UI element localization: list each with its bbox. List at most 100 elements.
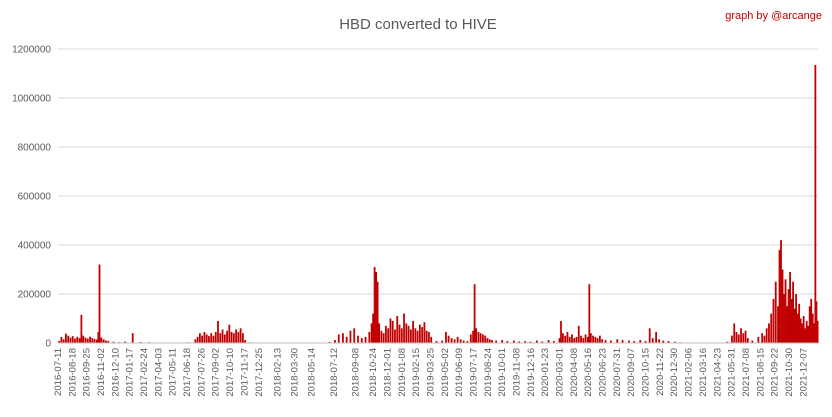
x-tick-label: 2020-12-30: [669, 348, 680, 397]
bar: [459, 339, 462, 343]
bar: [804, 328, 807, 343]
x-tick-label: 2018-02-13: [273, 348, 284, 397]
y-tick-label: 1200000: [12, 45, 51, 56]
bar: [562, 333, 564, 343]
x-tick-label: 2017-07-26: [196, 348, 207, 397]
bar: [512, 340, 515, 343]
bar: [221, 329, 224, 343]
bar: [214, 331, 217, 343]
bar: [577, 325, 580, 343]
bar: [69, 337, 72, 343]
bar: [210, 333, 213, 343]
bar: [391, 320, 394, 343]
bar: [112, 341, 115, 343]
bar: [482, 334, 484, 343]
x-tick-label: 2020-10-15: [641, 348, 652, 397]
bar: [387, 328, 390, 343]
bar: [524, 341, 527, 343]
bar: [784, 279, 787, 343]
bar: [780, 240, 782, 343]
x-tick-label: 2019-02-15: [411, 348, 422, 397]
bar: [242, 333, 244, 343]
bar: [230, 331, 233, 343]
bar: [349, 330, 352, 343]
x-tick-label: 2019-05-02: [440, 348, 451, 397]
bar: [815, 301, 818, 343]
bar: [416, 330, 419, 343]
bar: [223, 334, 226, 343]
bar: [337, 334, 340, 343]
chart-credit: graph by @arcange: [725, 10, 822, 22]
x-tick-label: 2019-08-24: [483, 348, 494, 397]
bar: [86, 338, 89, 343]
bar: [244, 340, 247, 343]
bar: [239, 328, 242, 343]
bar: [814, 64, 817, 344]
bar: [124, 341, 127, 343]
bar: [107, 341, 110, 343]
bar: [584, 334, 587, 343]
x-tick-label: 2016-12-10: [110, 348, 121, 397]
x-tick-label: 2019-06-09: [454, 348, 465, 397]
bar: [491, 340, 493, 343]
bar: [414, 328, 417, 343]
bar: [667, 341, 670, 343]
bar: [566, 331, 569, 343]
bar: [644, 341, 647, 343]
bar: [237, 331, 240, 343]
x-tick-label: 2017-01-17: [125, 348, 136, 397]
bar: [598, 335, 601, 343]
bar: [380, 330, 383, 343]
bar: [342, 333, 344, 343]
bar: [568, 336, 571, 344]
bar: [360, 338, 363, 343]
bar: [774, 281, 777, 343]
bar: [529, 341, 532, 343]
x-tick-labels: 2016-07-11 2016-08-18 2016-09-25 2016-11-02…: [53, 348, 809, 397]
bar: [582, 338, 585, 343]
x-tick-label: 2017-09-02: [211, 348, 222, 397]
y-tick-label: 1000000: [12, 94, 51, 105]
bar: [95, 339, 98, 343]
y-tick-label: 200000: [18, 290, 52, 301]
bar: [547, 340, 550, 343]
gridlines: [58, 48, 818, 295]
bar: [364, 336, 367, 344]
bar: [373, 267, 376, 343]
bar: [385, 325, 387, 343]
bar: [737, 334, 740, 343]
bar: [372, 313, 374, 343]
bar: [770, 313, 773, 343]
bar: [71, 336, 74, 343]
bar: [67, 335, 70, 343]
bar: [772, 298, 775, 343]
bar: [389, 318, 392, 343]
x-tick-label: 2021-09-22: [770, 348, 781, 397]
x-tick-label: 2020-09-07: [626, 348, 637, 397]
bar: [778, 249, 781, 343]
bar: [477, 331, 480, 343]
bar: [757, 336, 760, 344]
bar: [812, 323, 815, 343]
bar: [763, 335, 766, 343]
bar: [394, 329, 396, 343]
bar: [232, 333, 235, 343]
bar: [786, 306, 788, 343]
bar: [196, 336, 199, 344]
bar: [589, 333, 592, 343]
x-tick-label: 2016-11-02: [96, 348, 107, 396]
bar: [62, 339, 65, 343]
x-tick-label: 2020-11-22: [655, 348, 666, 396]
bar: [450, 338, 453, 343]
bar: [93, 339, 96, 343]
x-tick-label: 2020-06-23: [598, 348, 609, 397]
bar: [805, 320, 808, 343]
bar: [396, 316, 399, 343]
y-tick-label: 0: [45, 339, 51, 350]
bar: [65, 333, 67, 343]
bar: [418, 324, 421, 344]
bar: [102, 339, 105, 343]
bar: [435, 341, 438, 343]
bar: [604, 340, 607, 343]
